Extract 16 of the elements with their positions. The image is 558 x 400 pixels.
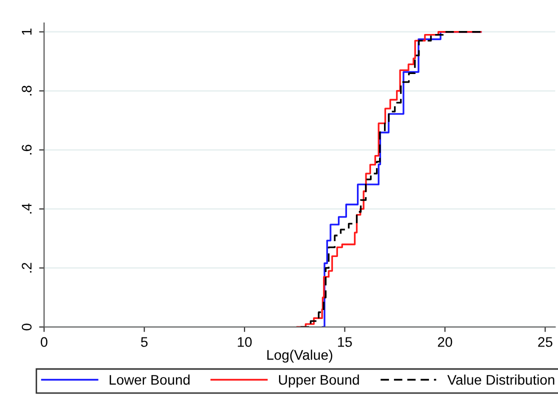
y-tick-label: 1 — [22, 28, 32, 35]
y-tick-label: 0 — [22, 324, 32, 330]
legend-label: Upper Bound — [279, 374, 359, 388]
x-tick-label: 0 — [40, 337, 48, 347]
legend-label: Lower Bound — [110, 374, 190, 385]
x-tick-label: 10 — [238, 337, 252, 347]
legend-label: Value Distribution — [447, 374, 554, 385]
x-tick-label: 15 — [338, 337, 352, 347]
x-axis-title: Log(Value) — [267, 350, 332, 363]
x-tick-label: 5 — [140, 337, 148, 347]
y-tick-label: .4 — [22, 204, 32, 214]
y-tick-label: .8 — [22, 86, 32, 96]
y-tick-label: .2 — [22, 262, 32, 272]
x-tick-label: 20 — [438, 337, 452, 347]
x-tick-label: 25 — [538, 337, 552, 347]
y-tick-label: .6 — [22, 144, 32, 154]
